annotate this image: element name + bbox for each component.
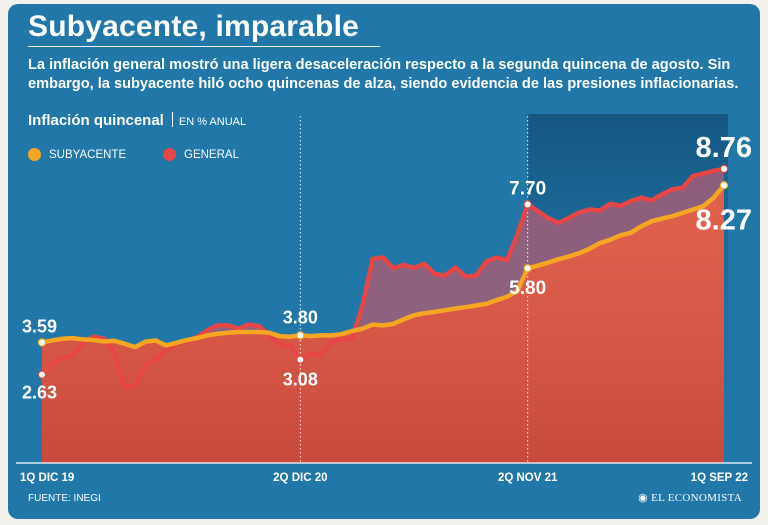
brand-icon: ◉: [638, 492, 652, 504]
legend-general-dot-icon: [163, 148, 176, 161]
point-marker-1: [37, 370, 47, 379]
data-label-general-47: 7.70: [509, 178, 546, 199]
series-subyacente-line: [39, 183, 727, 350]
point-marker-2: [296, 331, 305, 340]
infographic-card: Subyacente, imparable La inflación gener…: [8, 4, 760, 519]
series-general-line: [39, 166, 727, 390]
data-label-general-25: 3.08: [283, 370, 318, 390]
data-label-subyacente-47: 5.80: [509, 278, 546, 299]
x-tick-label-2: 2Q NOV 21: [498, 472, 558, 484]
legend-subyacente: SUBYACENTE: [28, 148, 126, 161]
data-label-subyacente-66: 8.27: [696, 204, 752, 236]
header-divider: [171, 112, 173, 127]
point-marker-3: [296, 355, 305, 364]
point-marker-4: [523, 200, 532, 209]
title-underline: [28, 46, 380, 47]
data-label-subyacente-25: 3.80: [283, 307, 318, 327]
brand-logo: ◉ EL ECONOMISTA: [638, 491, 742, 504]
legend-subyacente-dot-icon: [28, 148, 41, 161]
legend-general: GENERAL: [163, 148, 239, 161]
data-label-general-0: 2.63: [22, 383, 57, 403]
point-marker-6: [719, 164, 729, 174]
legend-general-label: GENERAL: [184, 148, 239, 161]
x-tick-label-3: 1Q SEP 22: [691, 472, 748, 484]
area-subyacente: [42, 185, 724, 463]
x-tick-label-0: 1Q DIC 19: [20, 472, 74, 484]
legend-subyacente-label: SUBYACENTE: [49, 148, 127, 161]
chart-unit: EN % ANUAL: [178, 116, 247, 128]
data-label-general-66: 8.76: [696, 132, 752, 164]
line-chart: 1Q DIC 19 2Q DIC 20 2Q NOV 21 1Q SEP 22 3.59…: [16, 114, 752, 484]
point-marker-7: [719, 181, 729, 190]
chart-title: Inflación quincenal: [28, 112, 164, 129]
brand-name: EL ECONOMISTA: [651, 492, 742, 504]
x-tick-label-1: 2Q DIC 20: [273, 472, 327, 484]
subtitle: La inflación general mostró una ligera d…: [28, 57, 739, 92]
source-note: FUENTE: INEGI: [28, 493, 101, 504]
chart-header: Inflación quincenal EN % ANUAL: [28, 112, 246, 130]
page-title: Subyacente, imparable: [28, 10, 359, 43]
point-marker-5: [523, 264, 532, 273]
data-label-subyacente-0: 3.59: [22, 316, 57, 336]
point-marker-0: [37, 338, 47, 347]
